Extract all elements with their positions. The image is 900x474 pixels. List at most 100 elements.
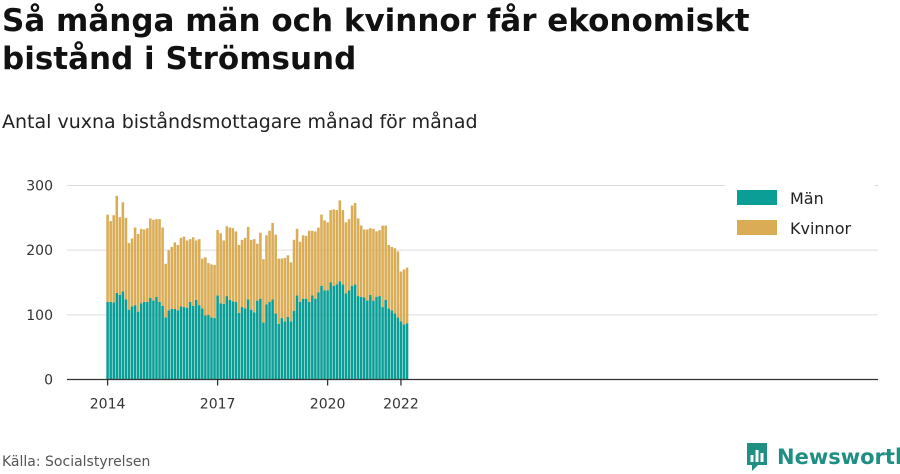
- bar-man: [188, 301, 192, 380]
- bar-man: [375, 296, 378, 380]
- bar-man: [146, 301, 149, 380]
- bar-man: [222, 303, 225, 380]
- bar-woman: [237, 244, 241, 313]
- bar-man: [402, 324, 406, 380]
- bar-man: [179, 306, 183, 380]
- bar-woman: [219, 233, 222, 304]
- bar-man: [298, 301, 302, 380]
- bar-woman: [375, 231, 378, 297]
- bar-man: [381, 307, 384, 380]
- bar-man: [399, 321, 403, 380]
- bar-woman: [399, 271, 403, 322]
- bar-man: [237, 312, 241, 380]
- bar-woman: [234, 231, 238, 302]
- bar-woman: [283, 257, 287, 322]
- bar-man: [353, 284, 357, 380]
- bar-woman: [341, 210, 345, 285]
- bar-man: [301, 298, 305, 380]
- x-tick-label: 2020: [310, 397, 346, 413]
- bar-man: [347, 290, 351, 380]
- bar-woman: [225, 226, 229, 297]
- chart-title: Så många män och kvinnor får ekonomiskt …: [2, 3, 750, 77]
- bar-woman: [307, 230, 311, 302]
- bar-man: [228, 299, 232, 380]
- brand-logo[interactable]: Newsworthy: [745, 441, 900, 473]
- bar-chart: 0 100 200 300 2014 2017 2020 2022 Män Kvinnor: [26, 179, 878, 413]
- bar-man: [311, 295, 314, 380]
- bar-woman: [118, 217, 122, 295]
- bar-woman: [124, 217, 128, 300]
- bar-woman: [350, 205, 354, 286]
- bar-man: [335, 284, 339, 380]
- bar-man: [121, 291, 125, 380]
- bar-man: [152, 300, 155, 380]
- bar-woman: [149, 218, 152, 299]
- bar-man: [197, 305, 201, 380]
- bar-man: [246, 299, 250, 380]
- x-tick-label: 2014: [90, 397, 126, 413]
- bar-woman: [289, 262, 293, 322]
- bar-man: [289, 321, 293, 380]
- bar-woman: [396, 251, 400, 318]
- bar-man: [109, 301, 112, 380]
- bar-man: [249, 309, 253, 380]
- bar-man: [350, 285, 354, 380]
- bar-man: [286, 316, 290, 380]
- bar-woman: [188, 239, 192, 302]
- bar-woman: [390, 246, 394, 311]
- bar-man: [326, 290, 329, 380]
- bar-man: [405, 323, 409, 380]
- bar-woman: [222, 240, 225, 304]
- bar-man: [136, 311, 140, 380]
- bar-woman: [271, 223, 274, 300]
- bar-man: [329, 282, 332, 380]
- bar-man: [256, 300, 259, 380]
- bar-woman: [265, 235, 268, 305]
- bar-man: [176, 310, 180, 380]
- bar-man: [259, 298, 262, 380]
- bar-man: [283, 321, 287, 380]
- bar-man: [268, 301, 271, 380]
- bar-woman: [262, 259, 265, 323]
- bar-man: [130, 306, 134, 380]
- bar-woman: [191, 237, 195, 306]
- bar-man: [225, 296, 229, 380]
- bar-man: [378, 296, 381, 380]
- bar-woman: [369, 228, 372, 295]
- bar-woman: [179, 237, 183, 307]
- bar-woman: [384, 225, 387, 300]
- bar-woman: [121, 202, 125, 292]
- bar-man: [366, 300, 369, 380]
- y-tick-label: 300: [26, 179, 53, 195]
- bar-woman: [176, 244, 180, 311]
- bar-man: [317, 292, 320, 380]
- bar-man: [341, 284, 345, 380]
- bar-woman: [359, 225, 363, 297]
- bar-woman: [332, 209, 335, 286]
- bar-woman: [115, 195, 119, 293]
- y-tick-label: 200: [26, 243, 53, 259]
- bar-man: [204, 315, 207, 380]
- bar-man: [393, 313, 397, 380]
- bar-woman: [216, 230, 219, 296]
- y-tick-label: 0: [44, 373, 53, 389]
- bar-woman: [249, 239, 253, 310]
- bar-man: [219, 303, 222, 380]
- bar-woman: [213, 265, 216, 319]
- bar-man: [173, 309, 177, 380]
- bar-man: [243, 308, 247, 380]
- bar-woman: [295, 228, 299, 296]
- bar-man: [277, 323, 280, 380]
- bar-woman: [335, 210, 339, 285]
- bar-woman: [298, 241, 302, 302]
- bar-woman: [252, 239, 256, 313]
- bar-man: [167, 310, 170, 380]
- bar-woman: [317, 227, 320, 293]
- bar-man: [185, 307, 189, 380]
- bar-man: [106, 301, 109, 380]
- bar-woman: [280, 258, 284, 319]
- bar-woman: [136, 234, 140, 312]
- bar-man: [118, 294, 122, 380]
- bar-woman: [381, 225, 384, 308]
- y-axis: 0 100 200 300: [26, 179, 53, 389]
